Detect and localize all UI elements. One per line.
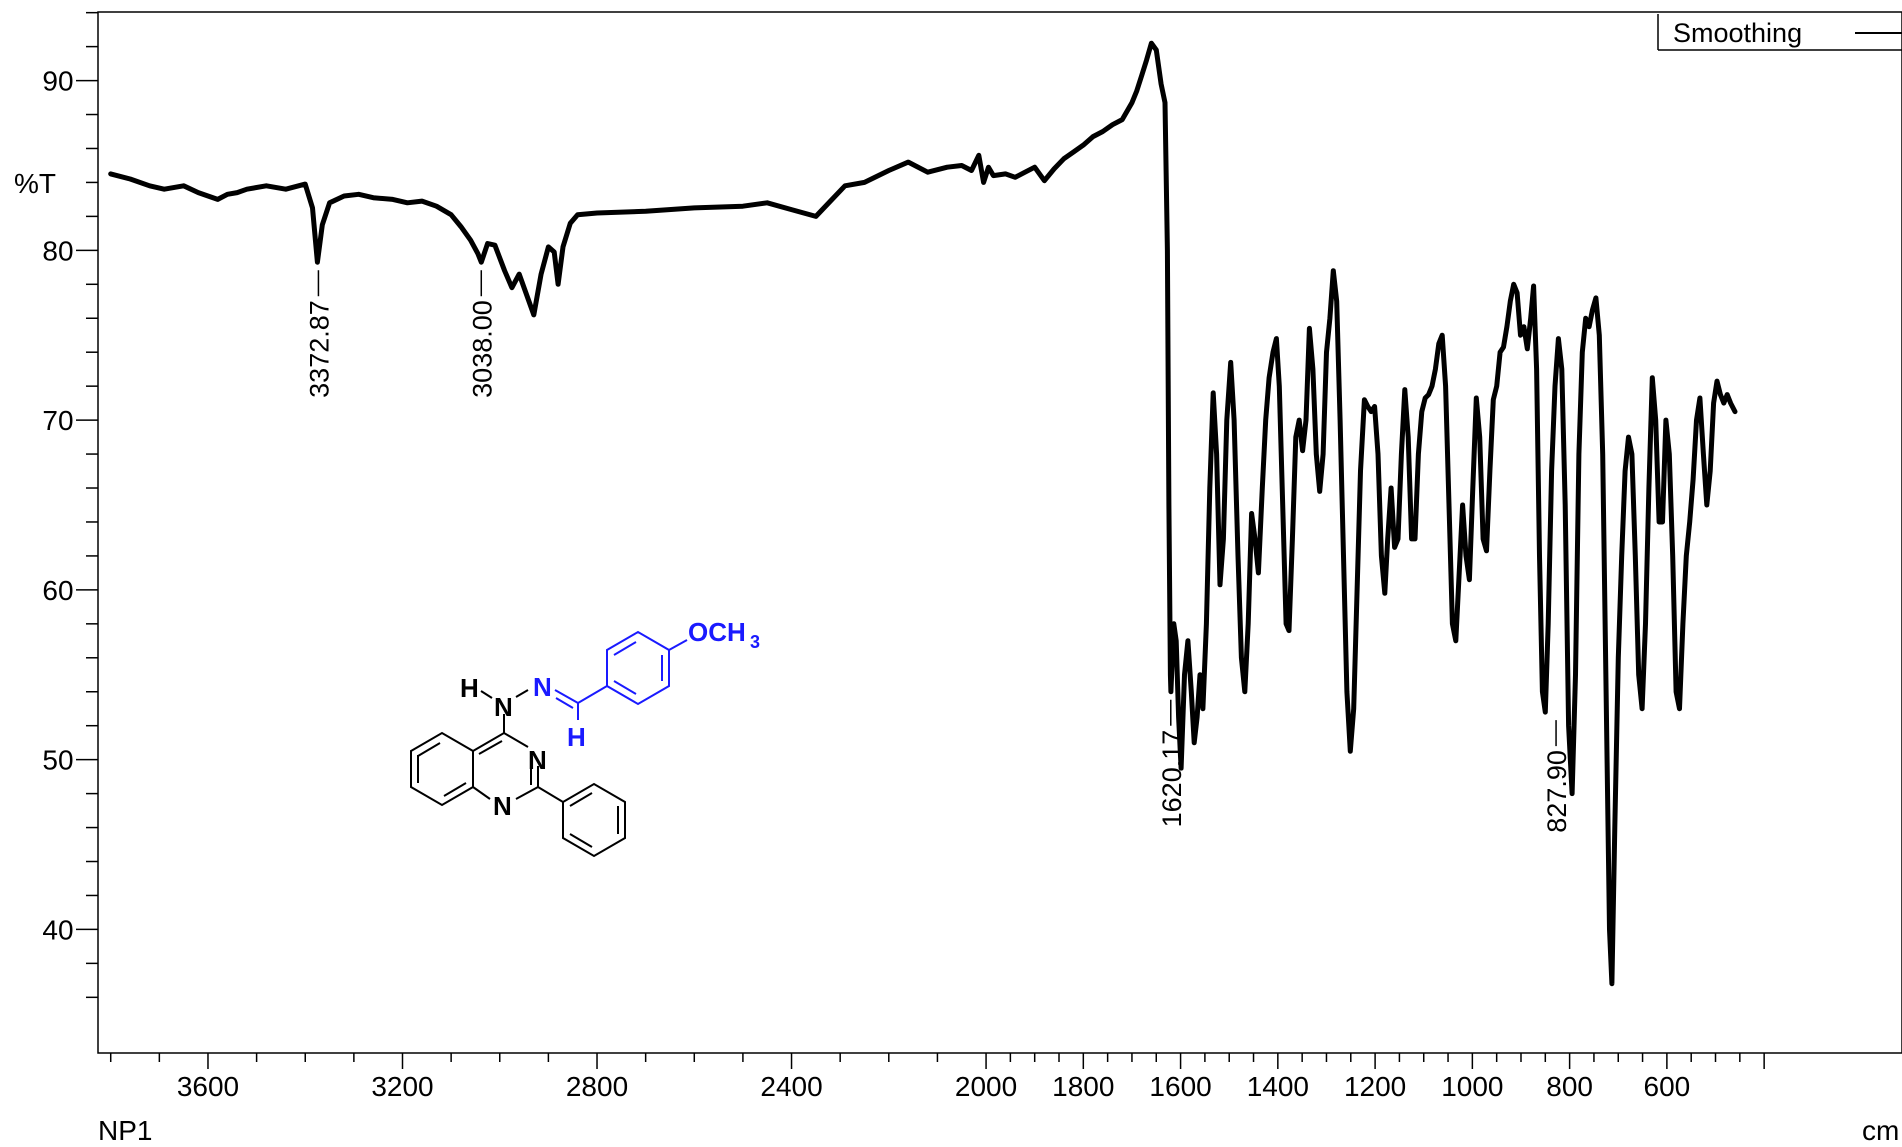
atom-n-ring-3: N bbox=[528, 745, 547, 775]
x-tick-label: 2800 bbox=[566, 1071, 628, 1102]
y-tick-label: 90 bbox=[42, 66, 73, 97]
peak-label: 1620.17 bbox=[1157, 699, 1187, 828]
atom-h-amine: H bbox=[460, 673, 479, 703]
x-axis-unit: cm bbox=[1862, 1115, 1899, 1146]
atom-n-amine: N bbox=[494, 692, 513, 722]
group-och3-subscript: 3 bbox=[750, 632, 760, 652]
bond-nh-h bbox=[480, 690, 493, 699]
y-axis: 40 50 60 70 80 90 bbox=[42, 11, 98, 999]
peak-label-text: 1620.17 bbox=[1157, 730, 1187, 828]
plot-frame bbox=[97, 11, 1902, 1054]
peak-labels: 3372.87 3038.00 1620.17 827.90 bbox=[304, 270, 1572, 833]
group-och3: OCH bbox=[688, 617, 746, 647]
bond-n-ch bbox=[554, 689, 579, 704]
atom-h-imine: H bbox=[567, 722, 586, 752]
methoxyphenyl-ring bbox=[606, 630, 670, 706]
sample-name: NP1 bbox=[98, 1115, 152, 1146]
bond-nh-n bbox=[515, 689, 529, 698]
bond-ch-aryl bbox=[577, 685, 608, 704]
peak-label-text: 3038.00 bbox=[467, 300, 497, 398]
peak-label: 3038.00 bbox=[467, 270, 497, 398]
series-line-smoothing bbox=[108, 40, 1738, 987]
x-tick-label: 3200 bbox=[371, 1071, 433, 1102]
peak-label-text: 827.90 bbox=[1542, 750, 1572, 833]
phenyl-double-3 bbox=[569, 833, 593, 848]
pyrimidine-c4-double bbox=[478, 740, 503, 755]
y-axis-label: %T bbox=[14, 168, 56, 199]
x-tick-label: 2000 bbox=[955, 1071, 1017, 1102]
peak-label: 3372.87 bbox=[304, 270, 334, 398]
legend-entry-smoothing: Smoothing bbox=[1673, 18, 1802, 48]
methoxyphenyl-double-3 bbox=[613, 680, 637, 695]
benzo-double-3 bbox=[443, 782, 467, 797]
benzo-ring bbox=[410, 731, 474, 807]
atom-n-ring-1: N bbox=[493, 791, 512, 821]
phenyl-ring bbox=[562, 782, 626, 858]
methoxyphenyl-double-1 bbox=[613, 641, 637, 656]
atom-n-imine: N bbox=[533, 672, 552, 702]
x-tick-label: 600 bbox=[1644, 1071, 1691, 1102]
x-tick-label: 1400 bbox=[1247, 1071, 1309, 1102]
legend: Smoothing bbox=[1657, 14, 1902, 51]
bond-c2-phenyl bbox=[537, 786, 564, 803]
peak-label: 827.90 bbox=[1542, 720, 1572, 833]
bond-aryl-o bbox=[668, 639, 688, 651]
x-tick-label: 1000 bbox=[1441, 1071, 1503, 1102]
x-tick-label: 3600 bbox=[177, 1071, 239, 1102]
benzo-double-1 bbox=[417, 742, 441, 757]
x-tick-label: 1200 bbox=[1344, 1071, 1406, 1102]
x-tick-label: 1800 bbox=[1052, 1071, 1114, 1102]
pyrimidine-n1-bond bbox=[472, 786, 491, 800]
x-tick-label: 800 bbox=[1546, 1071, 1593, 1102]
y-tick-label: 70 bbox=[42, 405, 73, 436]
y-tick-label: 80 bbox=[42, 235, 73, 266]
phenyl-double-1 bbox=[569, 792, 593, 807]
bond-n-ch-double bbox=[555, 697, 574, 709]
y-tick-label: 60 bbox=[42, 575, 73, 606]
y-tick-label: 50 bbox=[42, 745, 73, 776]
peak-label-text: 3372.87 bbox=[304, 300, 334, 398]
molecule-structure: H N N H N N OCH 3 bbox=[410, 617, 760, 858]
y-tick-label: 40 bbox=[42, 914, 73, 945]
x-axis: 3600 3200 2800 2400 2000 1800 1600 1400 1200 1000… bbox=[109, 1053, 1765, 1102]
x-tick-label: 2400 bbox=[760, 1071, 822, 1102]
x-tick-label: 1600 bbox=[1149, 1071, 1211, 1102]
